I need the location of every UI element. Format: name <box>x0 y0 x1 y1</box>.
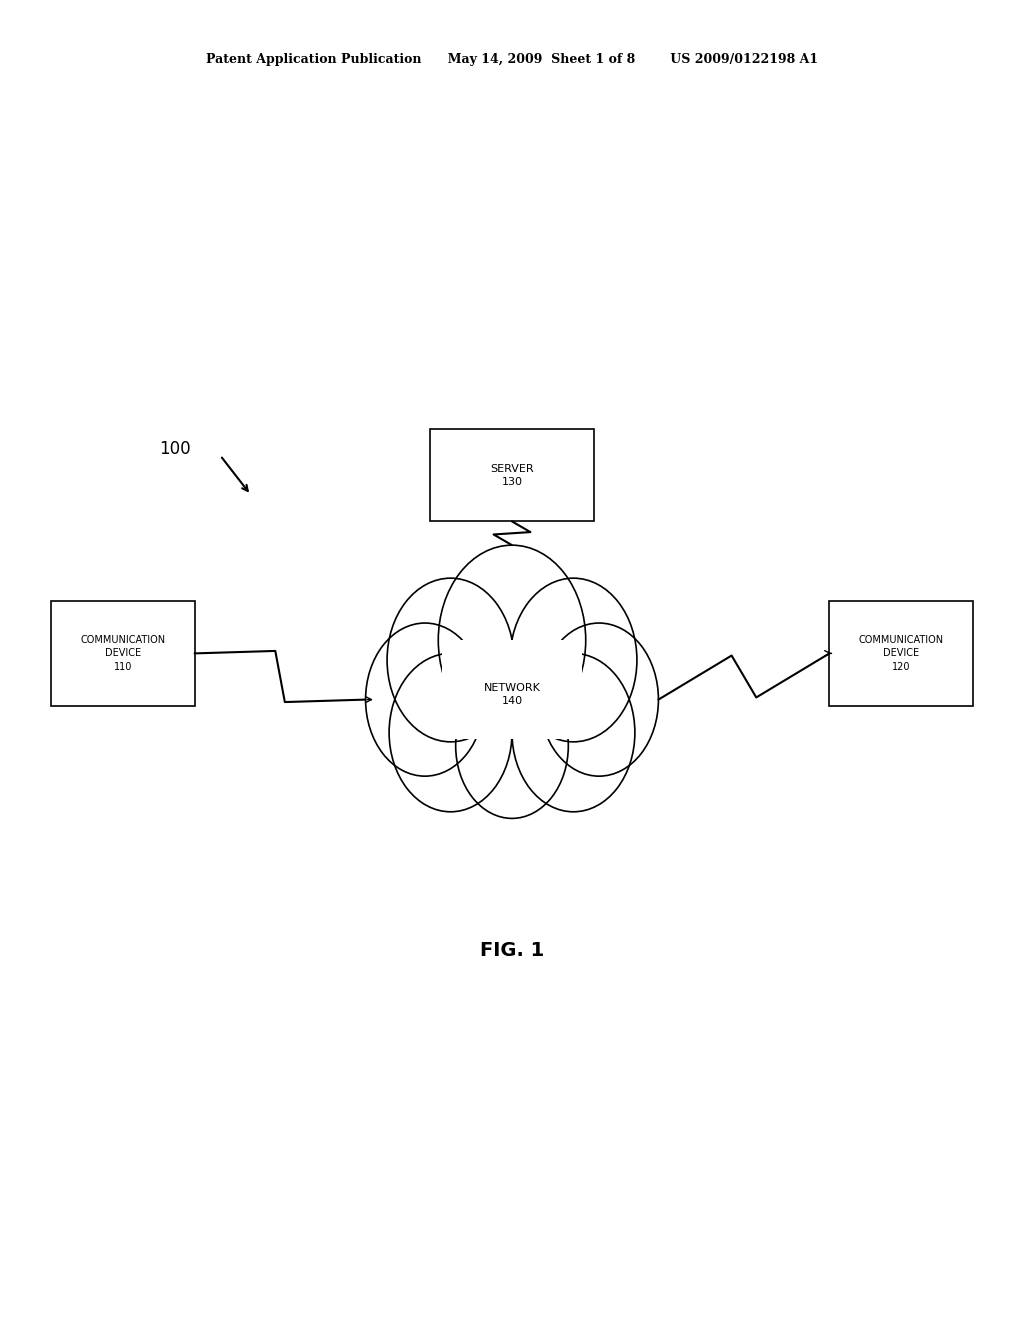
Text: Patent Application Publication      May 14, 2009  Sheet 1 of 8        US 2009/01: Patent Application Publication May 14, 2… <box>206 53 818 66</box>
FancyBboxPatch shape <box>430 429 594 521</box>
Circle shape <box>389 653 512 812</box>
Text: COMMUNICATION
DEVICE
120: COMMUNICATION DEVICE 120 <box>858 635 944 672</box>
Text: FIG. 1: FIG. 1 <box>480 941 544 960</box>
FancyBboxPatch shape <box>442 640 582 739</box>
Circle shape <box>438 545 586 735</box>
Circle shape <box>540 623 658 776</box>
Text: COMMUNICATION
DEVICE
110: COMMUNICATION DEVICE 110 <box>80 635 166 672</box>
FancyBboxPatch shape <box>51 601 195 706</box>
Text: NETWORK
140: NETWORK 140 <box>483 682 541 706</box>
Text: SERVER
130: SERVER 130 <box>490 463 534 487</box>
Circle shape <box>456 673 568 818</box>
Circle shape <box>512 653 635 812</box>
Text: 100: 100 <box>159 440 190 458</box>
Circle shape <box>387 578 514 742</box>
Circle shape <box>510 578 637 742</box>
FancyBboxPatch shape <box>829 601 973 706</box>
Circle shape <box>366 623 484 776</box>
